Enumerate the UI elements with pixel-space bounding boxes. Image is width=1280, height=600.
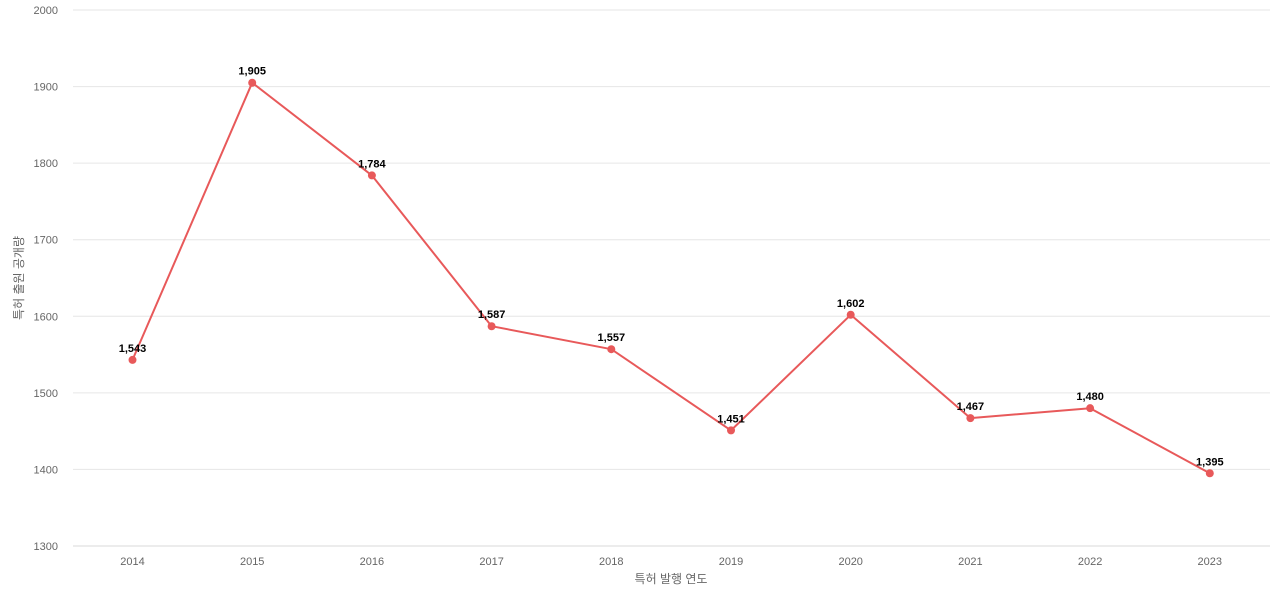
- data-label-2023: 1,395: [1196, 456, 1224, 468]
- data-point-2015: [248, 78, 257, 87]
- x-tick-label-2018: 2018: [599, 556, 623, 568]
- series-line: [131, 81, 1211, 475]
- x-tick-label-2021: 2021: [958, 556, 982, 568]
- y-tick-label-2000: 2000: [34, 5, 58, 17]
- y-tick-label-1300: 1300: [34, 541, 58, 553]
- y-tick-label-1400: 1400: [34, 464, 58, 476]
- y-tick-label-1600: 1600: [34, 311, 58, 323]
- x-tick-label-2022: 2022: [1078, 556, 1102, 568]
- y-axis-title: 특허 출원 공개량: [12, 236, 26, 320]
- grid-lines: [73, 9, 1270, 547]
- x-tick-label-2017: 2017: [479, 556, 503, 568]
- data-label-2022: 1,480: [1076, 391, 1104, 403]
- data-label-2017: 1,587: [478, 309, 506, 321]
- data-point-2019: [727, 426, 735, 435]
- x-axis-ticks: 2014 2015 2016 2017 2018 2019 2020 2021 2022 2023: [120, 556, 1222, 568]
- x-axis-title: 특허 발행 연도: [635, 571, 708, 586]
- x-tick-label-2023: 2023: [1198, 556, 1222, 568]
- data-labels: 1,543 1,905 1,784 1,587 1,557 1,451 1,602 1,467…: [119, 66, 1224, 469]
- data-label-2015: 1,905: [238, 66, 266, 78]
- data-point-2020: [846, 310, 855, 319]
- data-label-2021: 1,467: [957, 401, 985, 413]
- data-point-2018: [607, 345, 616, 354]
- x-tick-label-2014: 2014: [120, 556, 144, 568]
- data-point-2023: [1205, 469, 1214, 478]
- data-point-2017: [487, 322, 496, 331]
- data-label-2019: 1,451: [717, 413, 745, 425]
- y-tick-label-1800: 1800: [34, 158, 58, 170]
- y-tick-label-1500: 1500: [34, 388, 58, 400]
- data-label-2014: 1,543: [119, 343, 147, 355]
- data-point-2014: [128, 355, 137, 364]
- x-tick-label-2020: 2020: [838, 556, 862, 568]
- data-label-2018: 1,557: [598, 332, 626, 344]
- data-point-2021: [966, 414, 975, 423]
- y-tick-label-1900: 1900: [34, 82, 58, 94]
- data-label-2016: 1,784: [358, 158, 386, 170]
- y-tick-label-1700: 1700: [34, 235, 58, 247]
- x-tick-label-2015: 2015: [240, 556, 264, 568]
- data-point-2022: [1086, 404, 1095, 413]
- data-point-2016: [367, 171, 376, 180]
- x-tick-label-2019: 2019: [719, 556, 743, 568]
- data-label-2020: 1,602: [837, 298, 865, 310]
- x-tick-label-2016: 2016: [360, 556, 384, 568]
- y-axis-ticks: 1300 1400 1500 1600 1700 1800 1900 2000: [34, 5, 58, 553]
- series-layer: [128, 78, 1214, 478]
